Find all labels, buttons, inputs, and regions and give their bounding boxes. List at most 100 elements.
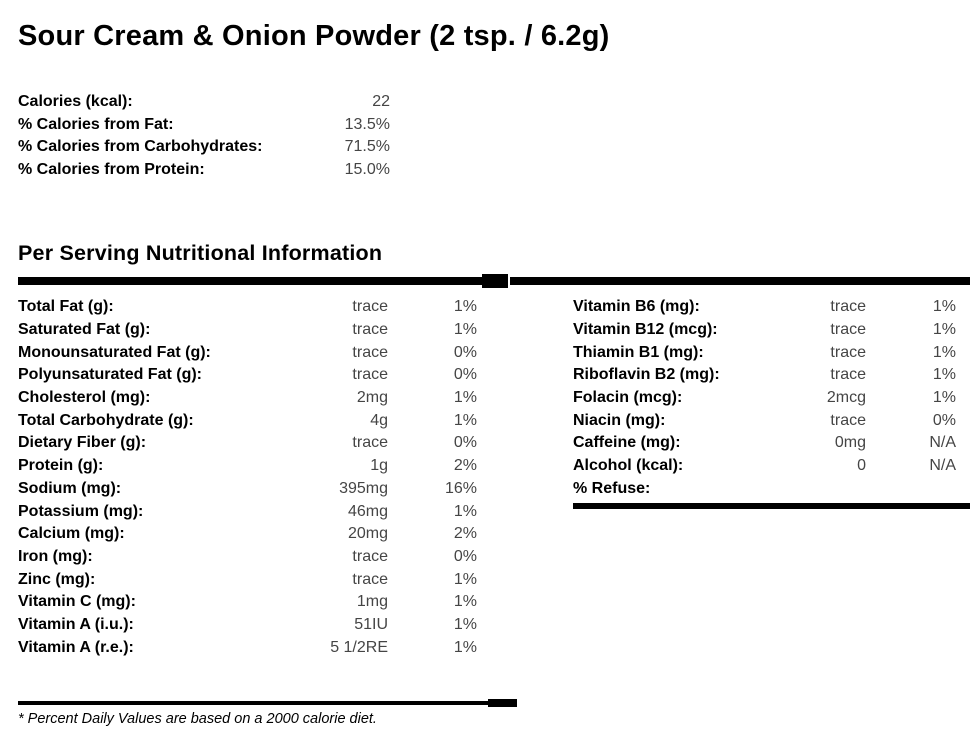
nutrient-row: Iron (mg): trace 0%: [18, 546, 477, 569]
nutrient-dv-percent: 1%: [453, 389, 477, 407]
nutrient-label: Saturated Fat (g):: [18, 321, 151, 339]
nutrient-value: 0: [857, 457, 866, 475]
nutrient-label: Vitamin A (i.u.):: [18, 615, 134, 633]
divider-notch: [482, 274, 508, 288]
nutrient-value: 2mg: [356, 389, 388, 407]
nutrient-label: Potassium (mg):: [18, 502, 144, 520]
nutrient-row: Thiamin B1 (mg): trace 1%: [573, 341, 956, 364]
nutrient-value: trace: [352, 547, 388, 565]
summary-value: 71.5%: [344, 138, 390, 156]
nutrient-value: trace: [830, 298, 866, 316]
nutrient-label: Cholesterol (mg):: [18, 389, 151, 407]
nutrient-value: 20mg: [347, 525, 388, 543]
nutrient-value: trace: [352, 321, 388, 339]
nutrient-label: Vitamin A (r.e.):: [18, 638, 134, 656]
nutrient-row: Protein (g): 1g 2%: [18, 455, 477, 478]
calorie-summary: Calories (kcal): 22 % Calories from Fat:…: [18, 91, 390, 181]
nutrient-row: Total Carbohydrate (g): 4g 1%: [18, 409, 477, 432]
nutrient-value: trace: [352, 366, 388, 384]
nutrient-label: Vitamin B6 (mg):: [573, 298, 700, 316]
nutrient-label: Total Fat (g):: [18, 298, 114, 316]
nutrient-label: Total Carbohydrate (g):: [18, 411, 194, 429]
nutrient-value: 1mg: [356, 593, 388, 611]
nutrient-label: Zinc (mg):: [18, 570, 96, 588]
nutrient-value: trace: [352, 298, 388, 316]
nutrient-value: 1g: [370, 457, 388, 475]
divider-notch: [488, 699, 517, 707]
nutrient-row: Polyunsaturated Fat (g): trace 0%: [18, 364, 477, 387]
nutrient-row: Vitamin A (i.u.): 51IU 1%: [18, 614, 477, 637]
nutrient-label: Caffeine (mg):: [573, 434, 681, 452]
nutrient-row: Calcium (mg): 20mg 2%: [18, 523, 477, 546]
summary-label: % Calories from Fat:: [18, 115, 174, 133]
nutrient-label: Niacin (mg):: [573, 411, 666, 429]
nutrient-dv-percent: 0%: [453, 547, 477, 565]
footnote-divider: [18, 699, 517, 708]
summary-label: % Calories from Protein:: [18, 161, 205, 179]
nutrient-value: trace: [352, 343, 388, 361]
nutrient-value: trace: [830, 366, 866, 384]
nutrient-label: Protein (g):: [18, 457, 104, 475]
nutrient-dv-percent: 1%: [932, 298, 956, 316]
nutrient-value: 51IU: [354, 615, 388, 633]
nutrient-dv-percent: 0%: [932, 411, 956, 429]
nutrient-value: trace: [352, 434, 388, 452]
summary-label: Calories (kcal):: [18, 93, 133, 111]
nutrient-row: Dietary Fiber (g): trace 0%: [18, 432, 477, 455]
summary-row: % Calories from Carbohydrates: 71.5%: [18, 136, 390, 159]
nutrient-dv-percent: 1%: [453, 321, 477, 339]
nutrient-label: Calcium (mg):: [18, 525, 125, 543]
page-title: Sour Cream & Onion Powder (2 tsp. / 6.2g…: [18, 20, 610, 52]
nutrient-dv-percent: 1%: [453, 570, 477, 588]
nutrient-row: Total Fat (g): trace 1%: [18, 296, 477, 319]
nutrient-row: Monounsaturated Fat (g): trace 0%: [18, 341, 477, 364]
nutrient-dv-percent: 16%: [444, 479, 477, 497]
nutrient-row: % Refuse:: [573, 478, 956, 501]
nutrient-row: Vitamin A (r.e.): 5 1/2RE 1%: [18, 636, 477, 659]
nutrient-dv-percent: 1%: [453, 615, 477, 633]
nutrient-value: trace: [830, 321, 866, 339]
nutrient-dv-percent: 1%: [453, 502, 477, 520]
nutrient-row: Vitamin C (mg): 1mg 1%: [18, 591, 477, 614]
nutrient-label: % Refuse:: [573, 479, 651, 497]
nutrient-label: Sodium (mg):: [18, 479, 122, 497]
summary-row: % Calories from Protein: 15.0%: [18, 159, 390, 182]
nutrient-row: Cholesterol (mg): 2mg 1%: [18, 387, 477, 410]
nutrient-label: Vitamin C (mg):: [18, 593, 136, 611]
nutrient-row: Sodium (mg): 395mg 16%: [18, 478, 477, 501]
nutrient-value: trace: [830, 343, 866, 361]
nutrient-row: Vitamin B12 (mcg): trace 1%: [573, 319, 956, 342]
nutrient-value: 46mg: [347, 502, 388, 520]
summary-value: 15.0%: [344, 161, 390, 179]
nutrient-dv-percent: N/A: [929, 457, 956, 475]
summary-row: Calories (kcal): 22: [18, 91, 390, 114]
nutrient-value: 2mcg: [826, 389, 866, 407]
nutrient-row: Alcohol (kcal): 0 N/A: [573, 455, 956, 478]
nutrient-row: Zinc (mg): trace 1%: [18, 568, 477, 591]
divider-bar: [18, 701, 497, 705]
nutrient-label: Folacin (mcg):: [573, 389, 683, 407]
nutrient-dv-percent: 1%: [932, 343, 956, 361]
nutrient-label: Vitamin B12 (mcg):: [573, 321, 718, 339]
nutrient-dv-percent: N/A: [929, 434, 956, 452]
nutrient-value: 395mg: [339, 479, 388, 497]
nutrient-dv-percent: 1%: [453, 411, 477, 429]
nutrient-label: Alcohol (kcal):: [573, 457, 684, 475]
nutrient-dv-percent: 1%: [932, 321, 956, 339]
nutrient-label: Iron (mg):: [18, 547, 93, 565]
nutrient-dv-percent: 1%: [453, 593, 477, 611]
nutrient-table-right: Vitamin B6 (mg): trace 1% Vitamin B12 (m…: [573, 296, 956, 500]
footnote: * Percent Daily Values are based on a 20…: [18, 711, 377, 727]
nutrient-label: Thiamin B1 (mg):: [573, 343, 704, 361]
divider-segment-left: [18, 277, 507, 285]
nutrient-dv-percent: 1%: [932, 389, 956, 407]
nutrient-dv-percent: 1%: [932, 366, 956, 384]
nutrient-row: Saturated Fat (g): trace 1%: [18, 319, 477, 342]
nutrient-label: Riboflavin B2 (mg):: [573, 366, 720, 384]
nutrient-value: 4g: [370, 411, 388, 429]
section-divider: [18, 274, 970, 288]
refuse-divider: [573, 503, 970, 509]
nutrient-label: Monounsaturated Fat (g):: [18, 343, 211, 361]
nutrient-table-left: Total Fat (g): trace 1% Saturated Fat (g…: [18, 296, 477, 659]
